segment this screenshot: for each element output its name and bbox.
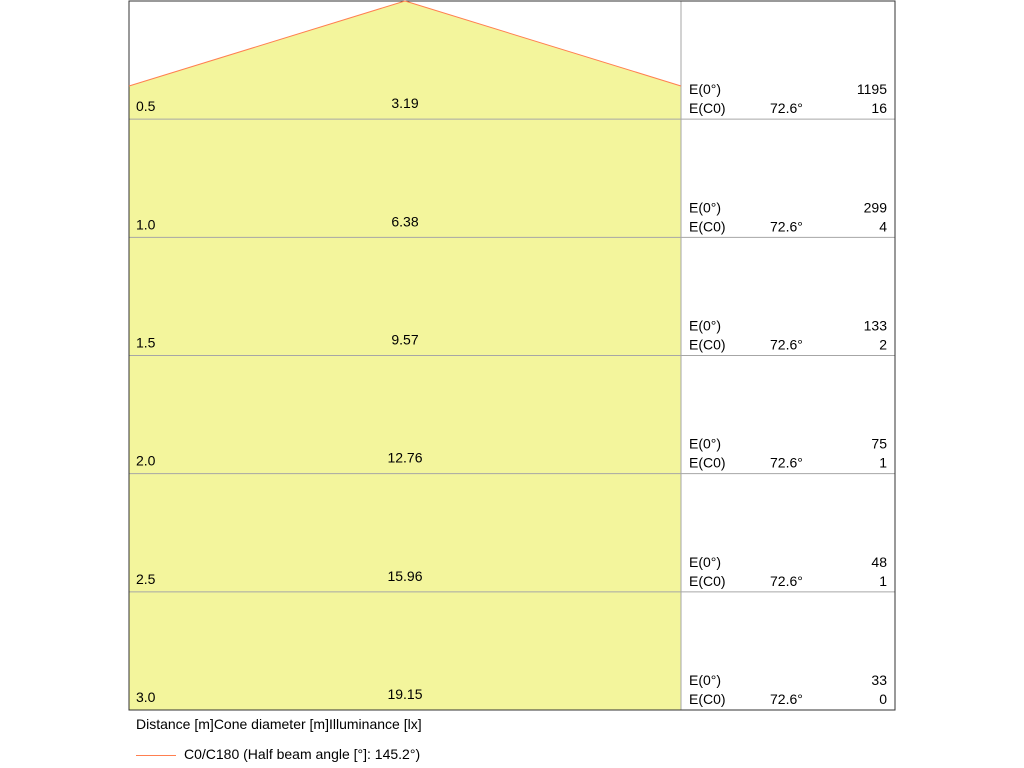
- e0-value: 299: [864, 199, 888, 215]
- ec0-value: 2: [879, 337, 887, 353]
- cone-diameter-label: 9.57: [391, 332, 418, 348]
- ec0-value: 1: [879, 455, 887, 471]
- e0-label: E(0°): [689, 436, 721, 452]
- cone-diameter-label: 15.96: [387, 568, 422, 584]
- cone-diameter-label: 3.19: [391, 95, 418, 111]
- distance-label: 1.5: [136, 335, 156, 351]
- angle-label: 72.6°: [770, 218, 803, 234]
- ec0-label: E(C0): [689, 218, 726, 234]
- ec0-label: E(C0): [689, 573, 726, 589]
- cone-diameter-label: 19.15: [387, 686, 422, 702]
- diagram-frame: [128, 0, 896, 711]
- e0-value: 1195: [857, 81, 887, 97]
- ec0-label: E(C0): [689, 455, 726, 471]
- e0-value: 33: [871, 672, 887, 688]
- cone-diameter-label: 12.76: [387, 450, 422, 466]
- distance-label: 3.0: [136, 689, 156, 705]
- legend-label: C0/C180 (Half beam angle [°]: 145.2°): [184, 746, 421, 762]
- angle-label: 72.6°: [770, 573, 803, 589]
- ec0-value: 0: [879, 691, 887, 707]
- e0-label: E(0°): [689, 81, 721, 97]
- ec0-label: E(C0): [689, 691, 726, 707]
- ec0-value: 16: [871, 100, 887, 116]
- angle-label: 72.6°: [770, 691, 803, 707]
- distance-label: 2.0: [136, 453, 156, 469]
- distance-column-label: Distance [m]: [136, 716, 214, 732]
- angle-label: 72.6°: [770, 100, 803, 116]
- ec0-label: E(C0): [689, 100, 726, 116]
- column-caption: Distance [m]Cone diameter [m]Illuminance…: [136, 716, 422, 732]
- legend-line-swatch: [136, 755, 176, 756]
- e0-label: E(0°): [689, 672, 721, 688]
- cone-edge-right: [404, 0, 682, 87]
- cone-diagram: 0.5 3.19 E(0°) 1195 E(C0) 72.6° 16 1.0 6.38 E(0°)…: [128, 0, 896, 711]
- distance-label: 0.5: [136, 98, 156, 114]
- e0-value: 133: [864, 318, 888, 334]
- cone-diameter-label: 6.38: [391, 213, 418, 229]
- ec0-value: 4: [879, 218, 887, 234]
- e0-label: E(0°): [689, 318, 721, 334]
- cone-edge-left: [128, 0, 406, 87]
- ec0-label: E(C0): [689, 337, 726, 353]
- e0-label: E(0°): [689, 199, 721, 215]
- e0-label: E(0°): [689, 554, 721, 570]
- ec0-value: 1: [879, 573, 887, 589]
- distance-label: 2.5: [136, 571, 156, 587]
- distance-label: 1.0: [136, 216, 156, 232]
- angle-label: 72.6°: [770, 455, 803, 471]
- e0-value: 48: [871, 554, 887, 570]
- e0-value: 75: [871, 436, 887, 452]
- cone-column-label: Cone diameter [m]: [213, 716, 329, 732]
- angle-label: 72.6°: [770, 337, 803, 353]
- illuminance-column-label: Illuminance [lx]: [328, 716, 422, 732]
